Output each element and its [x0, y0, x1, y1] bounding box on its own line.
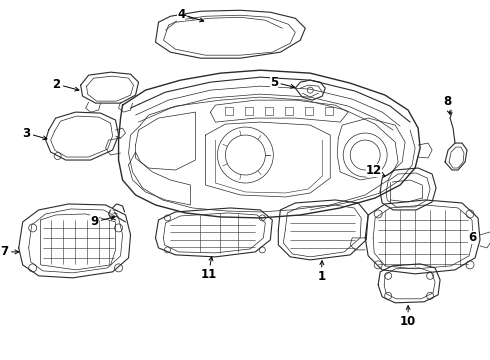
Text: 11: 11 [200, 257, 217, 281]
Text: 1: 1 [317, 261, 325, 283]
Text: 8: 8 [443, 95, 451, 114]
Text: 3: 3 [23, 127, 47, 140]
Text: 10: 10 [400, 306, 416, 328]
Text: 5: 5 [270, 76, 294, 89]
Text: 12: 12 [366, 163, 385, 176]
Text: 7: 7 [0, 246, 19, 258]
Text: 4: 4 [177, 8, 204, 22]
Text: 9: 9 [90, 215, 115, 229]
Text: 2: 2 [52, 78, 79, 91]
Text: 6: 6 [468, 231, 476, 244]
